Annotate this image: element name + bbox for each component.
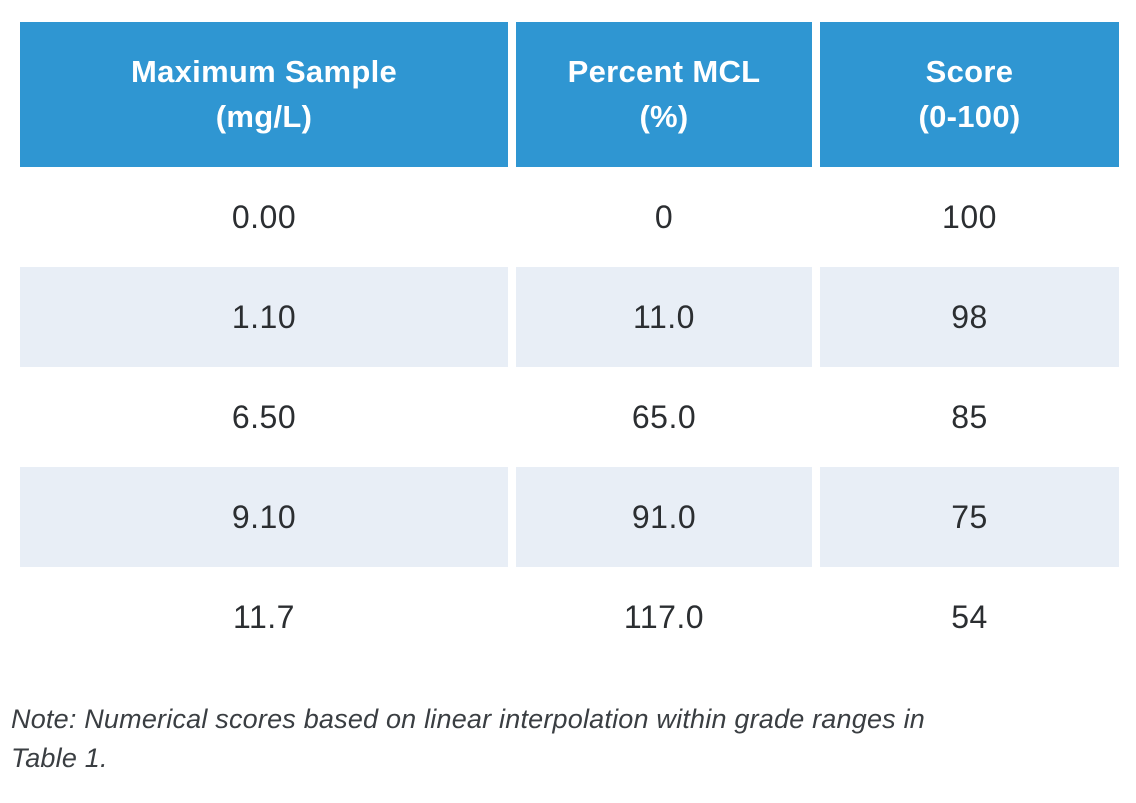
- cell-max-sample: 6.50: [20, 367, 508, 467]
- header-line: Percent MCL: [567, 54, 761, 90]
- header-line: (0-100): [918, 98, 1021, 134]
- header-cell-score: Score (0-100): [820, 22, 1119, 167]
- table-footnote: Note: Numerical scores based on linear i…: [11, 700, 1121, 778]
- cell-score: 85: [820, 367, 1119, 467]
- header-cell-percent-mcl: Percent MCL (%): [516, 22, 812, 167]
- cell-score: 100: [820, 167, 1119, 267]
- cell-max-sample: 0.00: [20, 167, 508, 267]
- sample-score-table: Maximum Sample (mg/L) Percent MCL (%) Sc…: [20, 22, 1119, 667]
- cell-percent-mcl: 91.0: [516, 467, 812, 567]
- cell-percent-mcl: 65.0: [516, 367, 812, 467]
- header-line: (mg/L): [215, 98, 313, 134]
- cell-percent-mcl: 11.0: [516, 267, 812, 367]
- cell-score: 98: [820, 267, 1119, 367]
- cell-max-sample: 9.10: [20, 467, 508, 567]
- footnote-line-2: Table 1.: [11, 743, 108, 774]
- cell-max-sample: 11.7: [20, 567, 508, 667]
- header-line: Maximum Sample: [130, 54, 398, 90]
- cell-max-sample: 1.10: [20, 267, 508, 367]
- cell-percent-mcl: 0: [516, 167, 812, 267]
- header-cell-maximum-sample: Maximum Sample (mg/L): [20, 22, 508, 167]
- cell-percent-mcl: 117.0: [516, 567, 812, 667]
- cell-score: 75: [820, 467, 1119, 567]
- header-line: (%): [639, 98, 689, 134]
- cell-score: 54: [820, 567, 1119, 667]
- footnote-line-1: Note: Numerical scores based on linear i…: [11, 704, 925, 734]
- header-line: Score: [925, 54, 1014, 90]
